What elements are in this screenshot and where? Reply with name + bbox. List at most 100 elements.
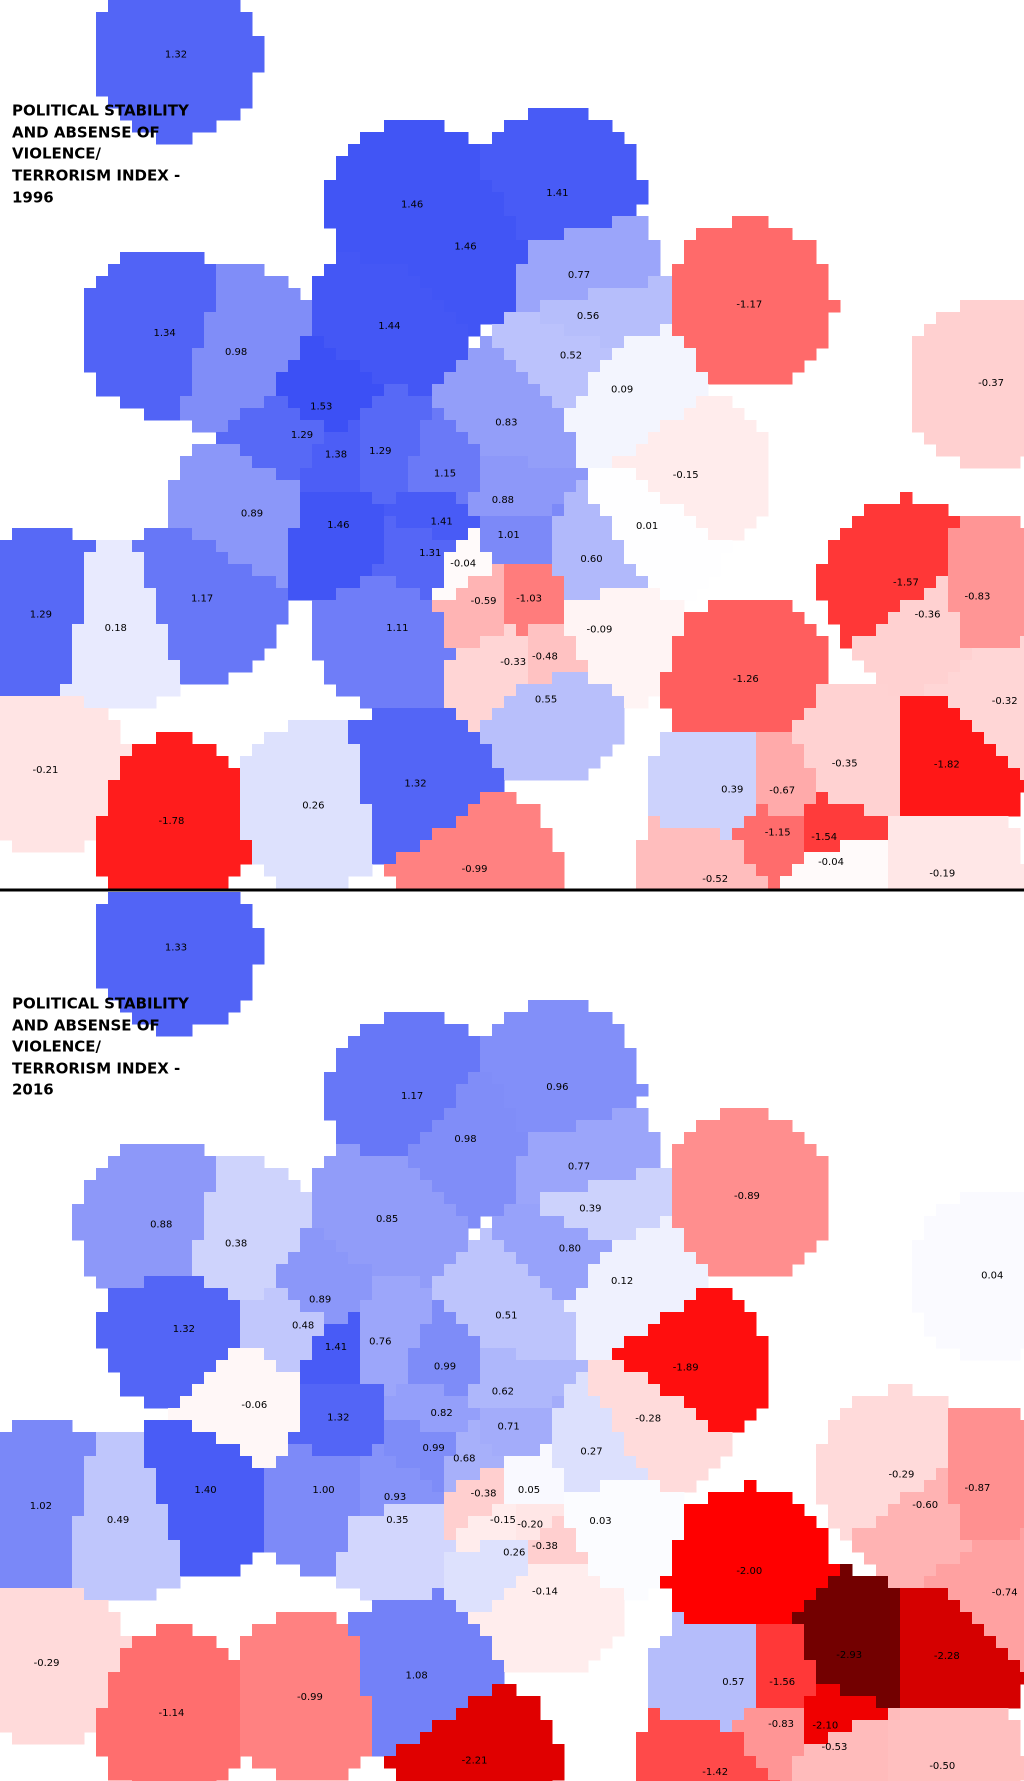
region-cell: [1020, 588, 1024, 601]
region-cell: [420, 396, 433, 409]
region-cell: [468, 1192, 481, 1205]
region-cell: [924, 828, 937, 841]
region-cell: [192, 552, 205, 565]
region-cell: [984, 540, 997, 553]
region-cell: [528, 804, 541, 817]
region-cell: [240, 624, 253, 637]
region-cell: [720, 252, 733, 265]
region-cell: [600, 708, 613, 721]
region-cell: [384, 732, 397, 745]
region-cell: [444, 1072, 457, 1085]
region-cell: [240, 300, 253, 313]
region-cell: [708, 1120, 721, 1133]
region-cell: [444, 756, 457, 769]
region-cell: [540, 660, 553, 673]
region-cell: [660, 768, 673, 781]
region-cell: [636, 540, 649, 553]
region-cell: [984, 708, 997, 721]
region-cell: [60, 588, 73, 601]
region-cell: [612, 468, 625, 481]
region-cell: [36, 636, 49, 649]
region-cell: [744, 516, 757, 529]
region-cell: [960, 660, 973, 673]
region-cell: [288, 744, 301, 757]
region-cell: [588, 1108, 601, 1121]
region-cell: [72, 576, 85, 589]
region-cell: [672, 576, 685, 589]
region-cell: [396, 216, 409, 229]
region-cell: [504, 468, 517, 481]
region-cell: [420, 1072, 433, 1085]
region-cell: [432, 552, 445, 565]
region-cell: [696, 672, 709, 685]
region-cell: [552, 384, 565, 397]
region-cell: [612, 1132, 625, 1145]
region-cell: [576, 684, 589, 697]
region-cell: [504, 864, 517, 877]
region-cell: [468, 564, 481, 577]
region-cell: [168, 792, 181, 805]
region-cell: [144, 288, 157, 301]
region-cell: [12, 660, 25, 673]
region-cell: [24, 744, 37, 757]
region-cell: [372, 1048, 385, 1061]
region-cell: [708, 684, 721, 697]
region-cell: [240, 1204, 253, 1217]
region-cell: [1020, 384, 1024, 397]
region-cell: [696, 384, 709, 397]
region-cell: [216, 36, 229, 49]
region-cell: [276, 588, 289, 601]
region-cell: [744, 684, 757, 697]
region-cell: [324, 468, 337, 481]
region-cell: [984, 744, 997, 757]
region-cell: [324, 456, 337, 469]
region-cell: [804, 252, 817, 265]
region-cell: [120, 1180, 133, 1193]
region-cell: [780, 816, 793, 829]
region-cell: [420, 120, 433, 133]
region-cell: [0, 780, 13, 793]
region-cell: [156, 564, 169, 577]
region-cell: [744, 420, 757, 433]
region-cell: [684, 672, 697, 685]
region-cell: [180, 372, 193, 385]
region-cell: [660, 540, 673, 553]
region-cell: [468, 780, 481, 793]
region-cell: [228, 852, 241, 865]
region-cell: [888, 684, 901, 697]
region-cell: [612, 348, 625, 361]
region-cell: [636, 192, 649, 205]
region-cell: [348, 168, 361, 181]
region-cell: [588, 396, 601, 409]
region-cell: [672, 564, 685, 577]
region-cell: [132, 1228, 145, 1241]
region-cell: [192, 1012, 205, 1025]
region-cell: [492, 288, 505, 301]
region-cell: [600, 1228, 613, 1241]
region-cell: [336, 756, 349, 769]
region-cell: [684, 360, 697, 373]
region-cell: [324, 492, 337, 505]
region-cell: [636, 1228, 649, 1241]
region-cell: [432, 840, 445, 853]
region-cell: [708, 1180, 721, 1193]
region-cell: [372, 792, 385, 805]
region-cell: [192, 1180, 205, 1193]
region-cell: [420, 840, 433, 853]
region-cell: [24, 732, 37, 745]
region-cell: [444, 360, 457, 373]
region-cell: [636, 528, 649, 541]
region-cell: [12, 720, 25, 733]
region-cell: [432, 720, 445, 733]
region-cell: [444, 1120, 457, 1133]
region-cell: [396, 444, 409, 457]
region-cell: [696, 456, 709, 469]
region-cell: [624, 144, 637, 157]
region-cell: [744, 660, 757, 673]
region-cell: [468, 492, 481, 505]
region-cell: [48, 744, 61, 757]
region-cell: [468, 588, 481, 601]
region-cell: [336, 492, 349, 505]
region-cell: [144, 312, 157, 325]
region-cell: [0, 624, 13, 637]
